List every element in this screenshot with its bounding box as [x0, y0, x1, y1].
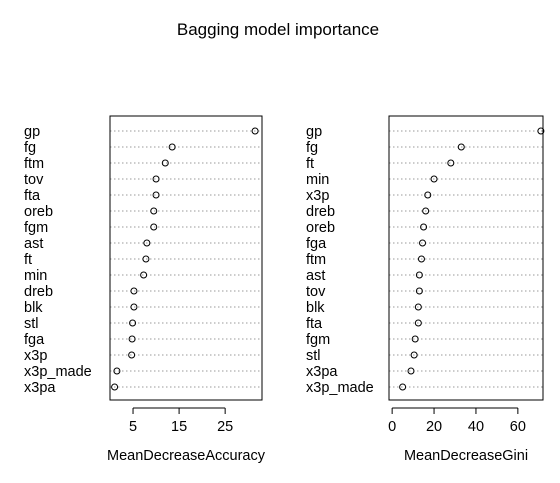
chart-title: Bagging model importance: [177, 20, 379, 39]
gini-point: [420, 223, 428, 231]
accuracy-point: [113, 367, 121, 375]
accuracy-row-label: fta: [24, 188, 41, 204]
gini-row-label: x3p: [306, 188, 329, 204]
gini-point: [411, 335, 419, 343]
gini-point: [415, 271, 423, 279]
gini-row-label: stl: [306, 348, 321, 364]
gini-point: [422, 207, 430, 215]
gini-row-label: gp: [306, 124, 322, 140]
accuracy-row-label: fgm: [24, 220, 48, 236]
gini-plot-frame: [388, 115, 544, 401]
gini-row-label: oreb: [306, 220, 335, 236]
gini-row-label: fta: [306, 316, 323, 332]
accuracy-point: [251, 127, 259, 135]
accuracy-plot-frame: [109, 115, 263, 401]
gini-point: [424, 191, 432, 199]
accuracy-dotchart-panel: gpfgftmtovftaorebfgmastftmindrebblkstlfg…: [24, 115, 266, 464]
gini-x-axis-label: MeanDecreaseGini: [404, 448, 528, 464]
accuracy-point: [143, 239, 151, 247]
gini-row-label: x3p_made: [306, 380, 374, 396]
accuracy-x-tick-label: 25: [217, 419, 233, 435]
gini-row-label: x3pa: [306, 364, 338, 380]
accuracy-point: [129, 319, 137, 327]
gini-row-label: min: [306, 172, 329, 188]
accuracy-x-tick-label: 5: [129, 419, 137, 435]
gini-point: [414, 319, 422, 327]
gini-point: [407, 367, 415, 375]
gini-row-label: ast: [306, 268, 325, 284]
accuracy-x-tick-label: 15: [171, 419, 187, 435]
accuracy-x-axis-label: MeanDecreaseAccuracy: [107, 448, 266, 464]
accuracy-row-label: min: [24, 268, 47, 284]
accuracy-row-label: fg: [24, 140, 36, 156]
gini-point: [457, 143, 465, 151]
gini-row-label: fgm: [306, 332, 330, 348]
gini-x-tick-label: 60: [510, 419, 526, 435]
accuracy-point: [142, 255, 150, 263]
accuracy-point: [128, 351, 136, 359]
accuracy-row-label: ast: [24, 236, 43, 252]
gini-point: [414, 303, 422, 311]
accuracy-row-label: blk: [24, 300, 43, 316]
gini-row-label: dreb: [306, 204, 335, 220]
accuracy-point: [130, 303, 138, 311]
accuracy-point: [111, 383, 119, 391]
gini-point: [430, 175, 438, 183]
accuracy-row-label: ftm: [24, 156, 44, 172]
gini-point: [410, 351, 418, 359]
accuracy-row-label: x3pa: [24, 380, 56, 396]
gini-row-label: blk: [306, 300, 325, 316]
accuracy-point: [130, 287, 138, 295]
gini-row-label: fga: [306, 236, 327, 252]
gini-point: [415, 287, 423, 295]
gini-row-label: tov: [306, 284, 326, 300]
accuracy-point: [168, 143, 176, 151]
accuracy-row-label: x3p_made: [24, 364, 92, 380]
gini-dotchart-panel: gpfgftminx3pdreborebfgaftmasttovblkftafg…: [306, 115, 545, 464]
accuracy-point: [161, 159, 169, 167]
gini-x-tick-label: 20: [426, 419, 442, 435]
accuracy-point: [150, 207, 158, 215]
accuracy-point: [152, 191, 160, 199]
accuracy-row-label: oreb: [24, 204, 53, 220]
accuracy-point: [140, 271, 148, 279]
accuracy-row-label: stl: [24, 316, 39, 332]
accuracy-point: [152, 175, 160, 183]
gini-point: [419, 239, 427, 247]
accuracy-row-label: gp: [24, 124, 40, 140]
accuracy-row-label: tov: [24, 172, 44, 188]
accuracy-row-label: x3p: [24, 348, 47, 364]
gini-x-tick-label: 0: [388, 419, 396, 435]
accuracy-row-label: dreb: [24, 284, 53, 300]
gini-x-tick-label: 40: [468, 419, 484, 435]
gini-point: [417, 255, 425, 263]
accuracy-row-label: fga: [24, 332, 45, 348]
gini-row-label: ftm: [306, 252, 326, 268]
gini-row-label: fg: [306, 140, 318, 156]
gini-point: [399, 383, 407, 391]
accuracy-point: [150, 223, 158, 231]
gini-point: [537, 127, 545, 135]
gini-row-label: ft: [306, 156, 314, 172]
gini-point: [447, 159, 455, 167]
accuracy-point: [128, 335, 136, 343]
accuracy-row-label: ft: [24, 252, 32, 268]
